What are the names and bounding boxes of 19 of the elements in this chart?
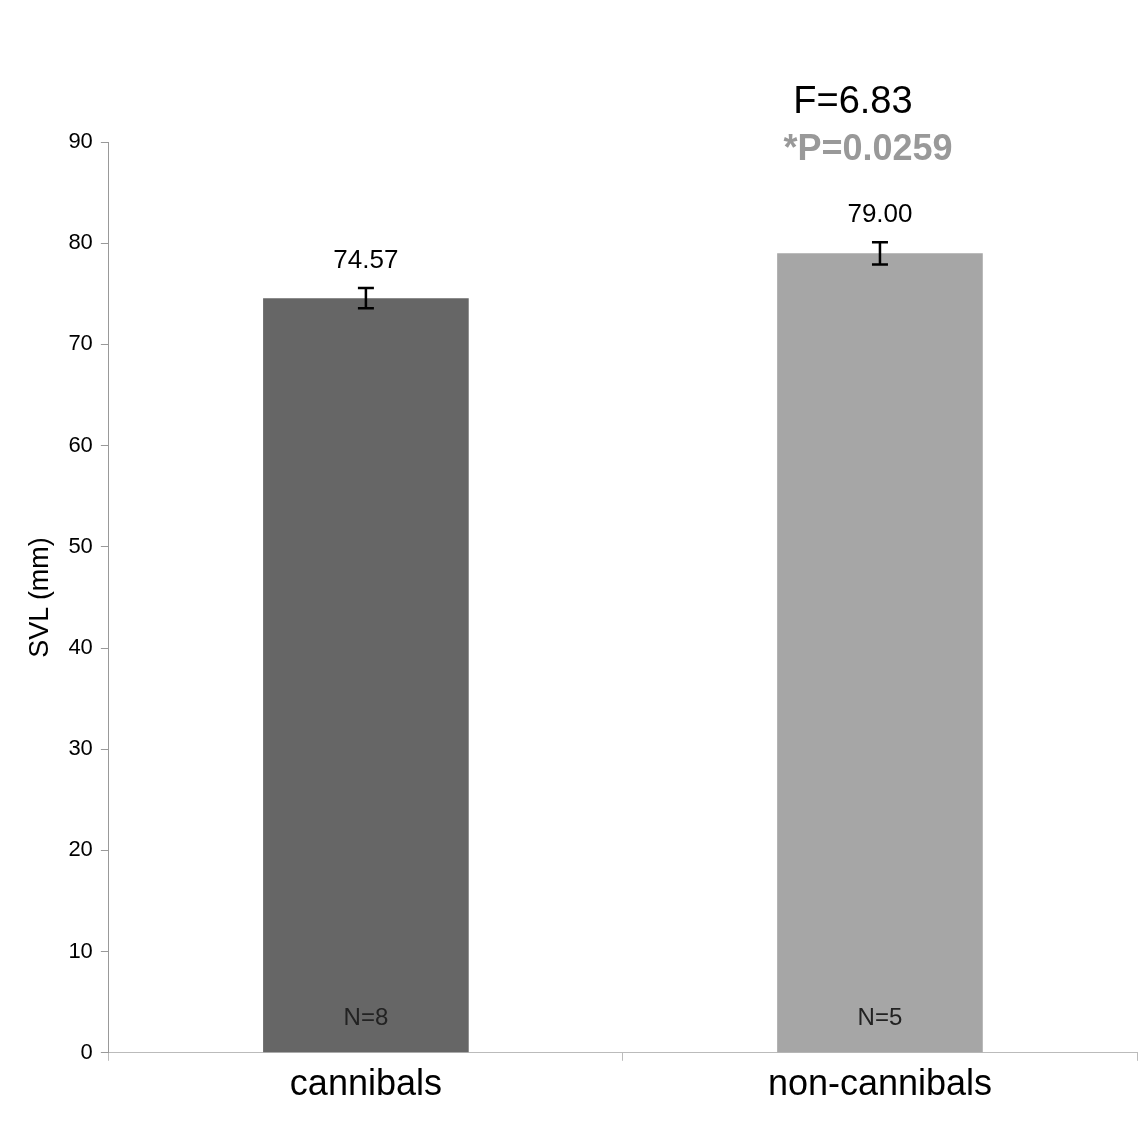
y-tick-label: 70 xyxy=(68,330,93,356)
y-tick-label: 20 xyxy=(68,836,93,862)
y-tick-label: 10 xyxy=(68,937,93,963)
y-tick-label: 0 xyxy=(80,1038,93,1064)
y-tick-label: 60 xyxy=(68,431,93,457)
y-tick-label: 90 xyxy=(68,128,93,154)
data-label: 74.57 xyxy=(333,244,399,275)
y-axis-title: SVL (mm) xyxy=(23,537,54,658)
text: F=6.83 xyxy=(793,79,913,122)
data-label: 79.00 xyxy=(847,198,913,229)
x-tick-label: cannibals xyxy=(289,1062,442,1104)
y-tick-label: 40 xyxy=(68,634,93,660)
annotation: N=8 xyxy=(343,1003,389,1031)
y-tick-label: 30 xyxy=(68,735,93,761)
y-tick-label: 80 xyxy=(68,229,93,255)
y-tick-label: 50 xyxy=(68,532,93,558)
annotation: *P=0.0259 xyxy=(783,126,953,168)
annotation: N=5 xyxy=(857,1003,903,1031)
x-tick-label: non-cannibals xyxy=(767,1062,993,1104)
